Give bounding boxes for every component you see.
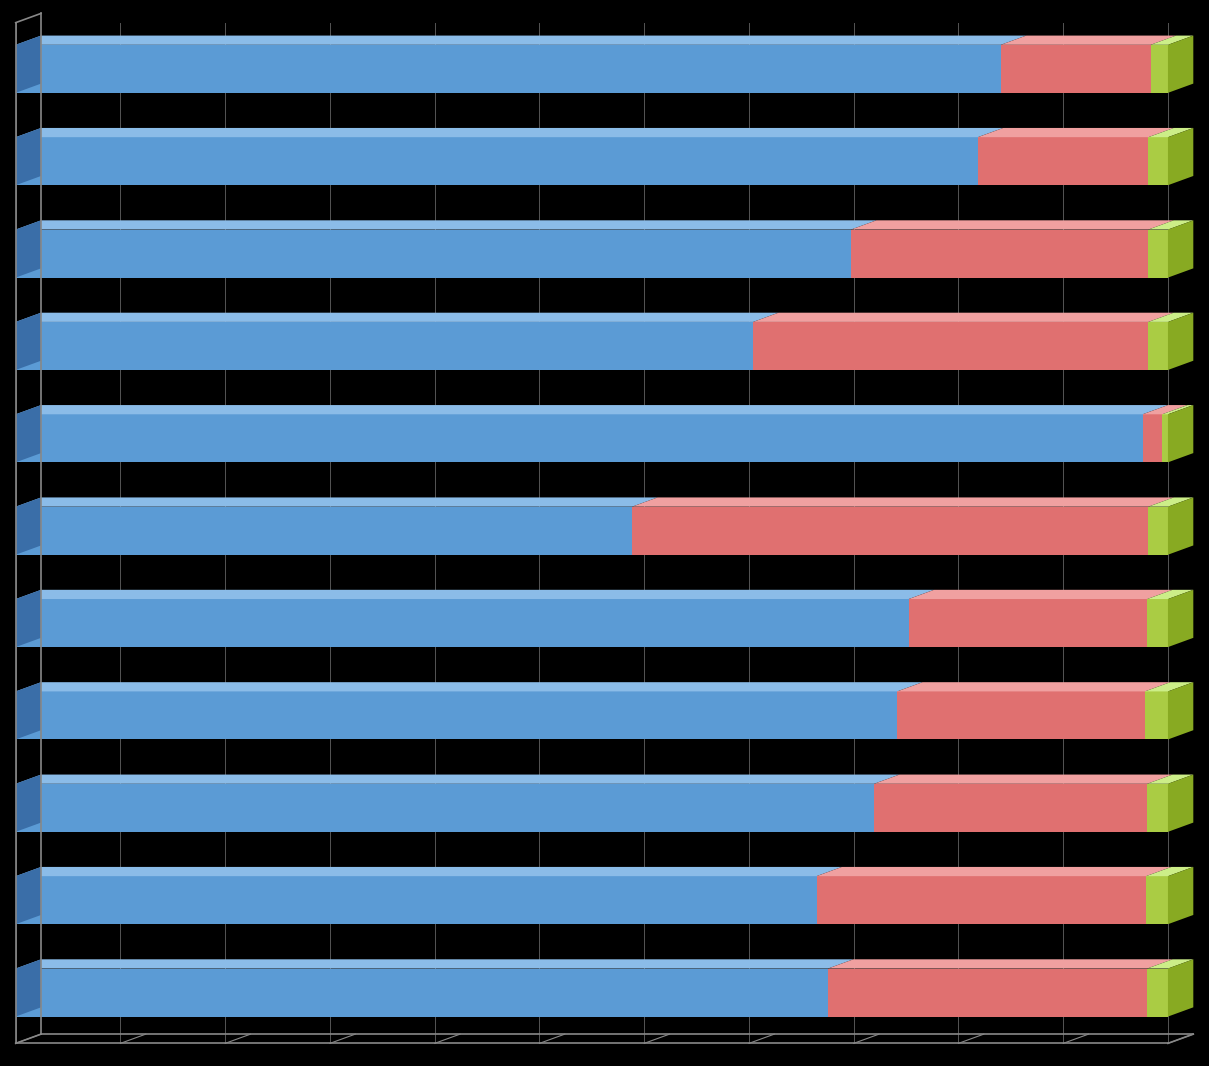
Polygon shape xyxy=(1147,784,1168,831)
Polygon shape xyxy=(16,876,816,924)
Polygon shape xyxy=(753,322,1149,370)
Polygon shape xyxy=(1149,221,1193,229)
Polygon shape xyxy=(1149,312,1193,322)
Polygon shape xyxy=(16,775,41,831)
Polygon shape xyxy=(16,415,1143,463)
Polygon shape xyxy=(16,775,899,784)
Polygon shape xyxy=(1168,959,1193,1017)
Polygon shape xyxy=(816,867,1172,876)
Polygon shape xyxy=(16,312,41,370)
Polygon shape xyxy=(753,312,1174,322)
Polygon shape xyxy=(1143,405,1187,415)
Polygon shape xyxy=(632,498,1174,506)
Polygon shape xyxy=(16,498,658,506)
Polygon shape xyxy=(1147,959,1193,969)
Polygon shape xyxy=(1147,589,1193,599)
Polygon shape xyxy=(1146,876,1168,924)
Polygon shape xyxy=(16,959,41,1017)
Polygon shape xyxy=(1149,322,1168,370)
Polygon shape xyxy=(1168,498,1193,554)
Polygon shape xyxy=(1149,506,1168,554)
Polygon shape xyxy=(16,682,922,692)
Polygon shape xyxy=(978,128,1174,138)
Polygon shape xyxy=(16,692,897,740)
Polygon shape xyxy=(16,128,41,185)
Polygon shape xyxy=(16,969,828,1017)
Polygon shape xyxy=(632,506,1149,554)
Polygon shape xyxy=(16,682,41,740)
Polygon shape xyxy=(1168,128,1193,185)
Polygon shape xyxy=(1149,138,1168,185)
Polygon shape xyxy=(1168,221,1193,277)
Polygon shape xyxy=(16,405,41,463)
Polygon shape xyxy=(897,692,1145,740)
Polygon shape xyxy=(16,784,874,831)
Polygon shape xyxy=(16,128,1003,138)
Polygon shape xyxy=(1168,867,1193,924)
Polygon shape xyxy=(1149,229,1168,277)
Polygon shape xyxy=(16,312,779,322)
Polygon shape xyxy=(16,45,1001,93)
Polygon shape xyxy=(16,498,41,554)
Polygon shape xyxy=(1149,498,1193,506)
Polygon shape xyxy=(16,229,851,277)
Polygon shape xyxy=(16,405,1168,415)
Polygon shape xyxy=(816,876,1146,924)
Polygon shape xyxy=(16,867,841,876)
Polygon shape xyxy=(828,969,1147,1017)
Polygon shape xyxy=(1145,682,1193,692)
Polygon shape xyxy=(874,775,1173,784)
Polygon shape xyxy=(1168,775,1193,831)
Polygon shape xyxy=(874,784,1147,831)
Polygon shape xyxy=(16,589,41,647)
Polygon shape xyxy=(909,589,1173,599)
Polygon shape xyxy=(897,682,1170,692)
Polygon shape xyxy=(16,138,978,185)
Polygon shape xyxy=(978,138,1149,185)
Polygon shape xyxy=(1162,405,1193,415)
Polygon shape xyxy=(1149,128,1193,138)
Polygon shape xyxy=(16,506,632,554)
Polygon shape xyxy=(16,589,935,599)
Polygon shape xyxy=(1151,45,1168,93)
Polygon shape xyxy=(851,229,1149,277)
Polygon shape xyxy=(1168,35,1193,93)
Polygon shape xyxy=(16,599,909,647)
Polygon shape xyxy=(1001,35,1176,45)
Polygon shape xyxy=(828,959,1173,969)
Polygon shape xyxy=(16,867,41,924)
Polygon shape xyxy=(1147,775,1193,784)
Polygon shape xyxy=(1168,312,1193,370)
Polygon shape xyxy=(1162,415,1168,463)
Polygon shape xyxy=(16,959,854,969)
Polygon shape xyxy=(16,35,1026,45)
Polygon shape xyxy=(1168,682,1193,740)
Polygon shape xyxy=(1147,599,1168,647)
Polygon shape xyxy=(1001,45,1151,93)
Polygon shape xyxy=(1146,867,1193,876)
Polygon shape xyxy=(16,221,877,229)
Polygon shape xyxy=(1147,969,1168,1017)
Polygon shape xyxy=(1143,415,1162,463)
Polygon shape xyxy=(16,35,41,93)
Polygon shape xyxy=(16,221,41,277)
Polygon shape xyxy=(1168,405,1193,463)
Polygon shape xyxy=(1168,589,1193,647)
Polygon shape xyxy=(16,322,753,370)
Polygon shape xyxy=(851,221,1174,229)
Polygon shape xyxy=(1151,35,1193,45)
Polygon shape xyxy=(1145,692,1168,740)
Polygon shape xyxy=(909,599,1147,647)
